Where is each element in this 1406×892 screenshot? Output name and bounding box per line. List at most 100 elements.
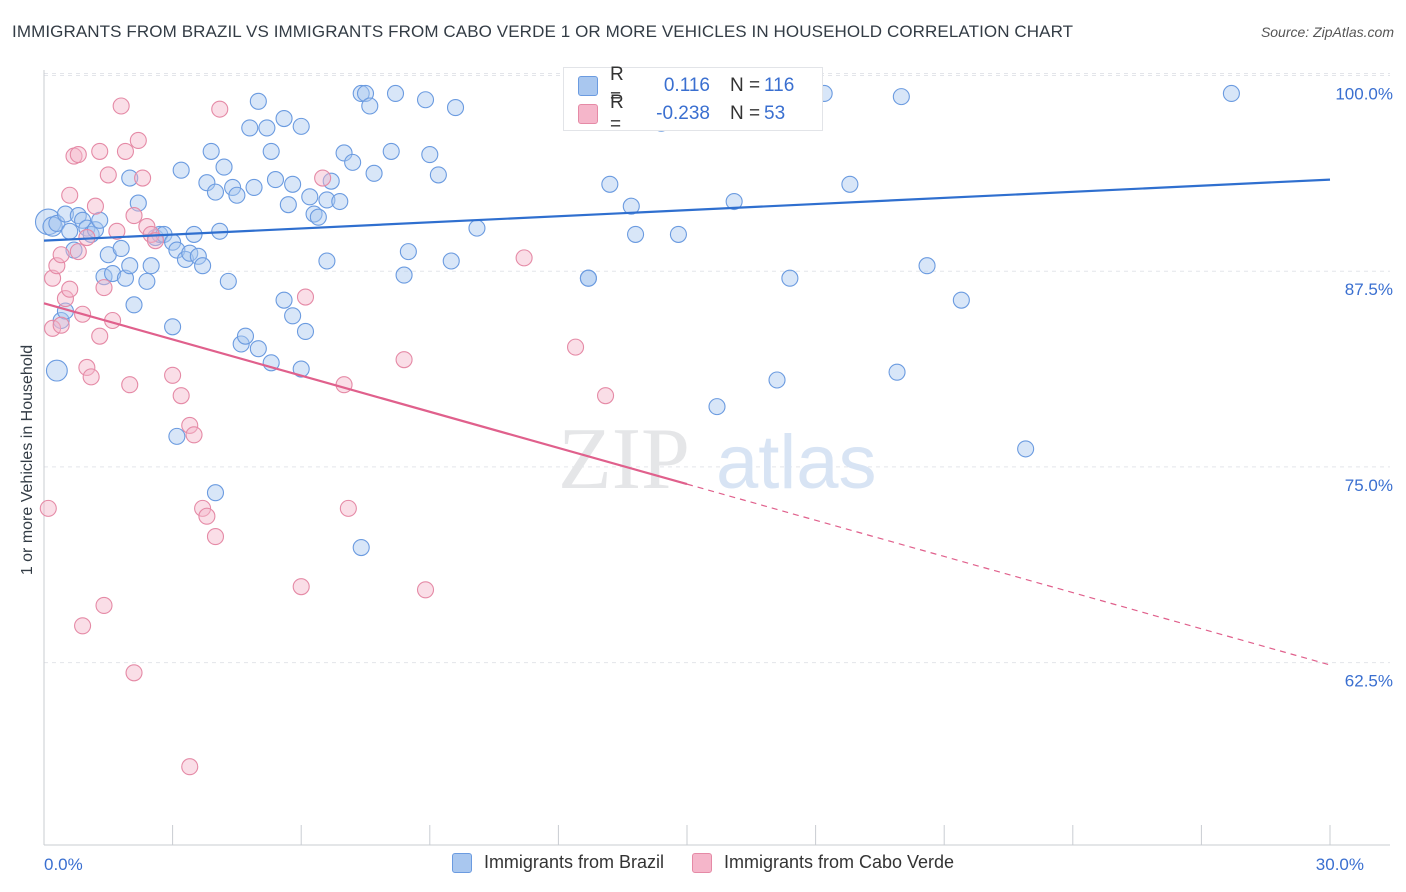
brazil-point [245,178,263,196]
brazil-point [318,252,336,270]
cabo-point [181,758,199,776]
brazil-point [275,109,293,128]
legend-row-cabo: R = -0.238 N = 53 [578,92,804,135]
brazil-point [168,427,186,445]
brazil-point [361,97,379,115]
legend-item-cabo[interactable]: Immigrants from Cabo Verde [691,852,954,873]
brazil-point [352,538,370,557]
brazil-point [601,175,619,193]
brazil-point [309,208,327,226]
cabo-swatch [578,104,598,124]
legend-label-brazil: Immigrants from Brazil [483,852,664,872]
brazil-point [262,142,280,160]
brazil-point [416,91,435,109]
brazil-point [284,175,302,193]
axes [43,70,1390,846]
cabo-point [78,358,96,377]
legend-r-label: R = [610,92,624,135]
watermark-atlas: atlas [716,420,877,505]
brazil-point [579,269,597,287]
brazil-point [352,84,370,103]
brazil-swatch [451,852,472,873]
brazil-point [228,186,246,204]
brazil-point [215,158,233,176]
cabo-point [172,387,190,405]
legend-n-value: 53 [764,103,786,124]
brazil-point [279,196,297,214]
cabo-point [86,197,104,215]
brazil-point [202,142,220,160]
brazil-point [292,117,310,135]
brazil-point [224,178,242,196]
cabo-point [314,169,332,187]
brazil-point [627,225,645,243]
cabo-point [69,243,87,261]
cabo-point [597,387,615,405]
brazil-point [142,257,160,275]
cabo-point [395,351,413,369]
brazil-point [249,92,267,110]
brazil-point [429,166,447,184]
brazil-point [669,225,687,243]
brazil-point [168,241,186,259]
cabo-point [56,290,74,308]
cabo-point [39,499,57,517]
cabo-point [181,416,199,434]
cabo-point [146,232,165,250]
brazil-point [232,335,250,353]
cabo-point [125,664,143,682]
cabo-point [108,222,126,240]
cabo-point [164,366,182,384]
brazil-point [284,307,302,325]
y-tick-label: 75.0% [1345,476,1393,495]
cabo-point [138,218,156,236]
brazil-point [172,161,190,179]
y-tick-label: 100.0% [1335,84,1393,103]
cabo-point [339,499,357,517]
brazil-point [249,340,267,358]
brazil-point [236,327,255,345]
cabo-point [82,368,100,386]
brazil-point [48,214,66,232]
cabo-point [566,338,585,356]
cabo-point [292,578,310,596]
brazil-point [198,174,216,192]
legend-n-value: 116 [764,75,795,96]
brazil-point [266,171,285,189]
legend-r-label: R = [610,64,624,107]
legend-row-brazil: R = 0.116 N = 116 [578,64,804,107]
trend-lines [43,178,1331,666]
brazil-point [768,371,786,389]
brazil-point [164,318,182,336]
brazil-point [121,257,139,275]
brazil-point [781,269,799,287]
brazil-point [318,191,336,209]
brazil-point [421,145,439,164]
cabo-point [74,617,92,635]
brazil-point [952,291,970,309]
brazil-point [194,257,212,275]
brazil-point [121,169,139,187]
brazil-point [206,484,225,502]
brazil-point [335,144,353,162]
cabo-point [296,288,315,306]
brazil-point [344,153,362,171]
cabo-point [69,145,87,164]
brazil-point [399,243,417,261]
cabo-point [125,207,143,225]
brazil-point [892,88,910,106]
cabo-swatch [691,852,712,873]
cabo-point [52,246,70,264]
brazil-point [468,219,486,237]
legend-n-label: N = [730,103,761,124]
x-tick-label: 0.0% [44,855,83,874]
legend-item-brazil[interactable]: Immigrants from Brazil [451,852,664,873]
brazil-point [365,164,383,182]
cabo-point [91,327,109,345]
brazil-point [91,211,109,229]
cabo-point [206,528,225,546]
brazil-point [296,322,315,341]
cabo-point [129,131,147,150]
legend-n-label: N = [730,75,761,96]
